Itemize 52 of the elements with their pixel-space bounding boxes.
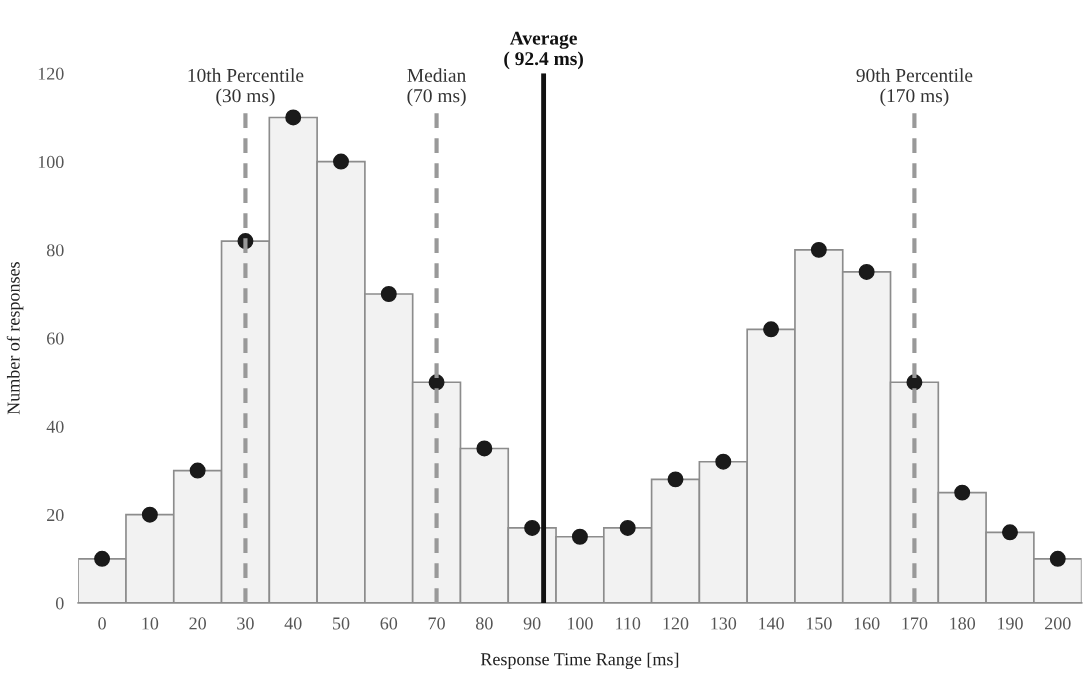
point xyxy=(476,440,493,457)
x-tick-label: 180 xyxy=(950,617,976,630)
point xyxy=(1049,550,1066,567)
ref-line-label: 10th Percentile (30 ms) xyxy=(188,68,304,107)
y-axis-title: Number of responses xyxy=(6,262,24,415)
y-tick-label: 20 xyxy=(47,508,64,522)
point xyxy=(763,321,780,338)
x-tick-label: 0 xyxy=(98,617,106,630)
point xyxy=(333,153,349,170)
ref-line-label: 90th Percentile (170 ms) xyxy=(856,68,973,107)
point xyxy=(619,519,636,536)
x-tick-label: 70 xyxy=(428,617,445,630)
x-tick-label: 100 xyxy=(567,617,593,630)
point xyxy=(285,109,302,126)
y-tick-label: 120 xyxy=(38,67,64,80)
x-tick-label: 130 xyxy=(711,617,737,630)
y-tick-label: 40 xyxy=(46,420,64,433)
y-tick-label: 100 xyxy=(38,155,64,169)
x-tick-label: 20 xyxy=(189,617,206,630)
ref-line-label: Average ( 92.4 ms) xyxy=(504,31,583,70)
point xyxy=(810,241,827,258)
x-tick-label: 60 xyxy=(380,617,398,630)
x-axis-title: Response Time Range [ms] xyxy=(480,652,679,670)
x-tick-label: 40 xyxy=(284,617,302,630)
point xyxy=(715,453,732,470)
x-tick-label: 10 xyxy=(142,617,159,630)
point xyxy=(858,263,875,280)
x-tick-label: 50 xyxy=(333,617,350,630)
x-tick-label: 190 xyxy=(998,617,1023,630)
point xyxy=(524,519,541,536)
point xyxy=(1002,524,1018,541)
x-tick-label: 120 xyxy=(663,617,689,630)
x-tick-label: 110 xyxy=(616,617,641,630)
x-tick-label: 80 xyxy=(476,617,493,630)
point xyxy=(94,550,111,567)
y-tick-label: 60 xyxy=(47,332,64,345)
x-tick-label: 160 xyxy=(854,617,880,630)
x-tick-label: 200 xyxy=(1045,617,1071,630)
x-tick-label: 170 xyxy=(902,617,928,630)
point xyxy=(380,286,397,302)
x-tick-label: 30 xyxy=(237,617,254,630)
y-tick-label: 0 xyxy=(55,597,64,610)
x-tick-label: 140 xyxy=(759,617,784,630)
point xyxy=(141,506,158,523)
point xyxy=(667,471,684,488)
x-tick-label: 150 xyxy=(806,617,832,630)
ref-line-label: Median (70 ms) xyxy=(407,68,466,107)
point xyxy=(189,462,206,479)
point xyxy=(954,484,971,501)
x-tick-label: 90 xyxy=(523,617,541,630)
point xyxy=(571,528,588,545)
y-tick-label: 80 xyxy=(46,244,64,257)
